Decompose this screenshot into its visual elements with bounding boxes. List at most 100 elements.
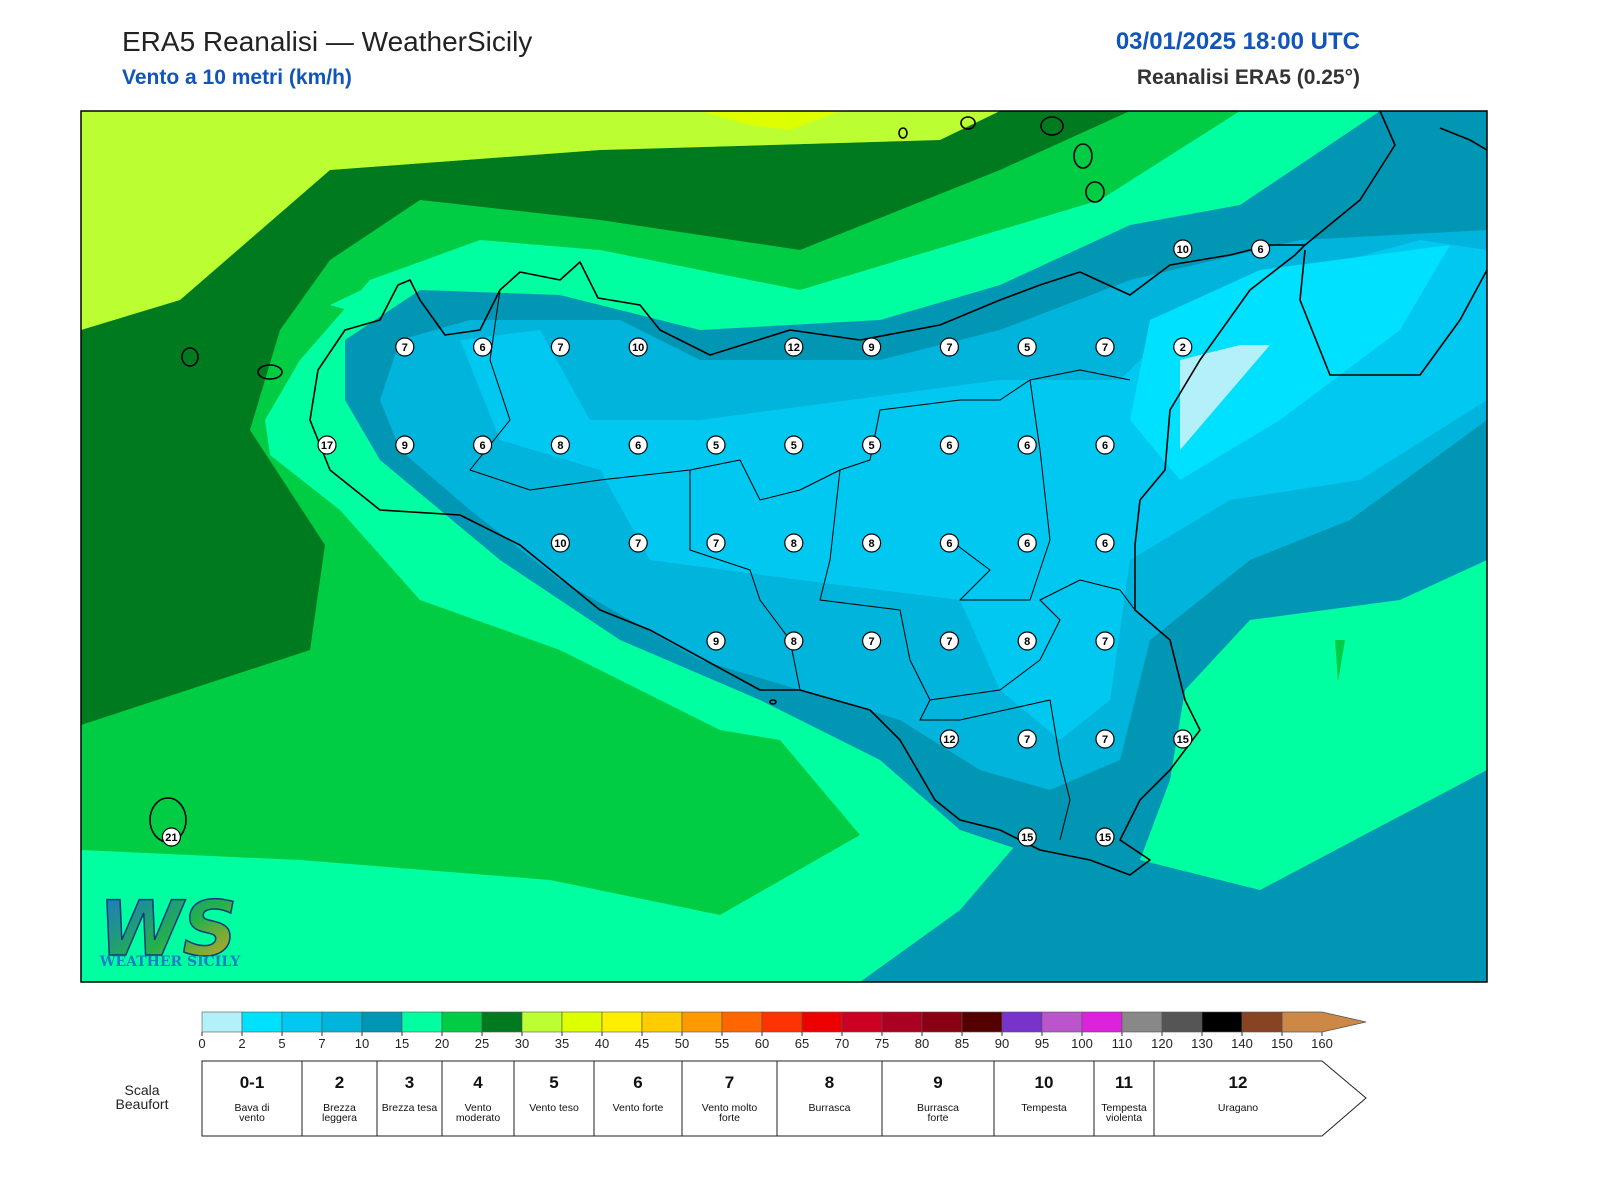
colorbar-tick-label: 10 [355,1036,369,1051]
station-value: 6 [1102,440,1108,452]
station-value: 7 [1102,636,1108,648]
station-value: 9 [713,636,719,648]
station-marker [550,533,571,553]
beaufort-cell: 0-1 Bava di vento [202,1061,302,1135]
colorbar-tick-label: 150 [1271,1036,1293,1051]
station-value: 5 [1024,342,1030,354]
beaufort-label: Scala Beaufort [115,1082,169,1112]
beaufort-number: 12 [1228,1073,1248,1092]
beaufort-name: Vento molto forte [701,1102,758,1124]
beaufort-name: Vento moderato [455,1102,501,1124]
station-marker [317,435,337,455]
station-value: 15 [1021,832,1033,844]
station-marker [1095,631,1115,651]
colorbar-tick-label: 85 [955,1036,969,1051]
station-marker [861,435,882,455]
station-value: 8 [869,538,875,550]
title: ERA5 Reanalisi — WeatherSicily [122,26,533,57]
field-2-5 [1130,245,1450,480]
station-value: 7 [713,538,719,550]
colorbar-tick-label: 70 [835,1036,849,1051]
province-borders-5 [919,699,1071,841]
station-marker [473,337,493,357]
station-value: 6 [946,538,952,550]
colorbar-segment [201,1011,243,1033]
station-marker [784,337,804,357]
beaufort-cell: 8 Burrasca [777,1061,882,1135]
station-value: 8 [557,440,563,452]
station-marker [706,435,726,455]
island [898,127,908,139]
colorbar-segment [721,1011,763,1033]
island [257,364,283,380]
field-35-40 [700,111,840,130]
station-value: 5 [713,440,719,452]
beaufort-cell: 4 Vento moderato [442,1061,514,1135]
station-marker [1017,337,1037,357]
colorbar-segment [881,1011,923,1033]
station-value: 6 [480,440,486,452]
beaufort-frame [201,1060,1367,1137]
colorbar-segment [1041,1011,1083,1033]
station-marker [861,631,882,651]
beaufort-name: Bava di vento [234,1102,270,1124]
beaufort-number: 10 [1034,1073,1054,1092]
colorbar-segment [601,1011,643,1033]
station-value: 7 [1024,734,1030,746]
beaufort-name: Burrasca [808,1102,851,1114]
station-value: 6 [1024,440,1030,452]
colorbar-tick-label: 0 [198,1036,205,1051]
station-value: 10 [1177,244,1189,256]
station-value: 7 [869,636,875,648]
colorbar-segment [801,1011,843,1033]
map-frame [80,110,1488,983]
colorbar-tick-label: 100 [1071,1036,1093,1051]
station-marker [1173,337,1193,357]
field-30-35 [81,111,1000,330]
station-marker [939,729,960,749]
colorbar-tick-label: 2 [238,1036,245,1051]
station-value: 7 [402,342,408,354]
beaufort-name: Burrasca forte [916,1102,959,1124]
calabria-coast-north [1439,127,1487,151]
station-marker [1173,239,1193,259]
station-value: 21 [165,832,177,844]
station-marker [395,435,415,455]
station-marker [1250,239,1271,259]
field-25-30 [81,111,1130,725]
beaufort-name: Brezza leggera [321,1102,358,1124]
field-15-20 [330,111,1300,340]
station-marker [939,631,960,651]
colorbar-segment [561,1011,603,1033]
station-marker [939,435,960,455]
colorbar-tick-label: 110 [1112,1036,1133,1051]
beaufort-number: 0-1 [239,1073,265,1092]
station-value: 7 [1102,342,1108,354]
colorbar-tick-label: 40 [595,1036,609,1051]
colorbar-segment [1241,1011,1283,1033]
station-value: 2 [1180,342,1186,354]
colorbar-segment [641,1011,683,1033]
colorbar-tick-label: 140 [1231,1036,1253,1051]
colorbar-segment [401,1011,443,1033]
beaufort-name: Tempesta violenta [1101,1102,1147,1124]
beaufort-number: 8 [824,1073,835,1092]
station-value: 17 [321,440,333,452]
beaufort-cell: 12 Uragano [1154,1061,1322,1135]
calabria-coast [1304,111,1396,246]
colorbar-tick-label: 60 [755,1036,769,1051]
field-10-15-south [860,770,1487,982]
colorbar-segment [961,1011,1003,1033]
beaufort-number: 5 [549,1073,559,1092]
colorbar-tick-label: 30 [515,1036,529,1051]
colorbar-segment [1161,1011,1203,1033]
colorbar-tick-label: 15 [395,1036,409,1051]
beaufort-cell: 2 Brezza leggera [302,1061,377,1135]
station-marker [784,533,804,553]
colorbar-tick-label: 120 [1151,1036,1173,1051]
colorbar-tick-label: 75 [875,1036,889,1051]
wind-field [81,111,1487,982]
island [769,699,777,705]
station-value: 8 [1024,636,1030,648]
